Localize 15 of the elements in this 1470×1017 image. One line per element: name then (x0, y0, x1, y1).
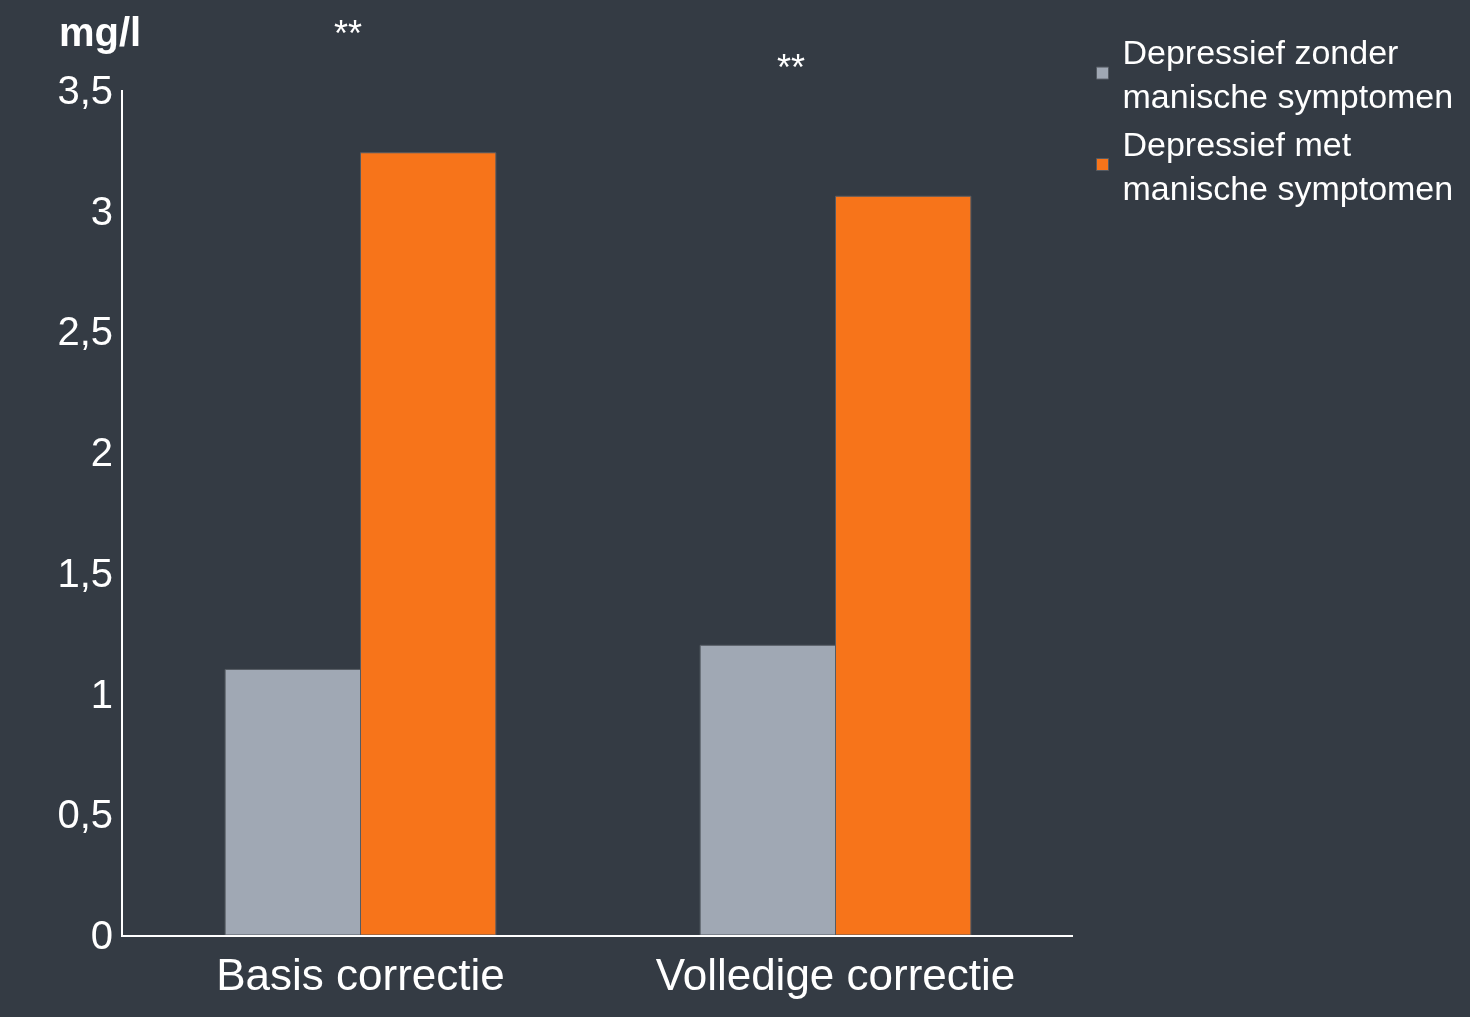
y-tick-label: 2 (90, 430, 113, 475)
text: ** (777, 47, 806, 88)
x-tick-label: Basis correctie (216, 949, 505, 999)
y-tick-label: 1 (90, 671, 113, 716)
text: ** (334, 13, 363, 54)
y-tick-label: 1,5 (57, 550, 113, 595)
y-tick-label: 0,5 (57, 792, 113, 837)
y-tick-label: 0 (90, 913, 113, 957)
y-tick-label: 2,5 (57, 309, 113, 354)
y-tick-label: 3,5 (57, 68, 113, 112)
y-tick-label: 3 (90, 188, 113, 233)
legend-label: Depressief met manische symptomen (1122, 124, 1454, 207)
y-axis-title: mg/l (59, 10, 142, 54)
x-tick-label: Volledige correctie (655, 949, 1016, 999)
legend-label: Depressief zonder manische symptomen (1122, 33, 1454, 116)
